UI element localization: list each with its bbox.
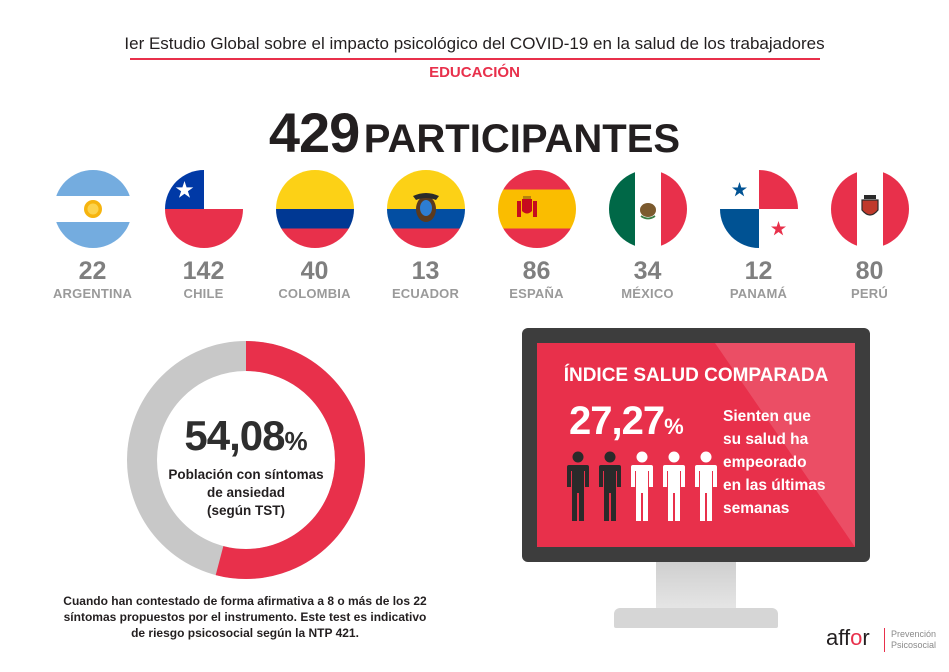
health-index-percentage: 27,27% [569, 399, 684, 444]
country-espana: 86 ESPAÑA [481, 170, 592, 301]
country-name: ESPAÑA [509, 286, 564, 301]
argentina-flag-icon [53, 170, 132, 248]
health-index-line: empeorado [723, 454, 807, 471]
country-name: ARGENTINA [52, 286, 133, 301]
anxiety-caption: Población con síntomas de ansiedad (segú… [146, 466, 346, 520]
chile-flag-icon [164, 170, 243, 248]
note-line: Cuando han contestado de forma afirmativ… [63, 594, 427, 608]
country-panama: 12 PANAMÁ [703, 170, 814, 301]
health-index-line: su salud ha [723, 431, 809, 448]
country-count: 86 [522, 257, 551, 285]
ecuador-flag-icon [386, 170, 465, 248]
country-chile: 142 CHILE [148, 170, 259, 301]
logo-text: aff [826, 625, 851, 650]
country-colombia: 40 COLOMBIA [259, 170, 370, 301]
health-index-line: Sienten que [723, 408, 811, 425]
report-title: Ier Estudio Global sobre el impacto psic… [124, 34, 825, 53]
person-icon [631, 451, 653, 521]
note-line: de riesgo psicosocial según la NTP 421. [131, 626, 359, 640]
country-list: 22 ARGENTINA 142 CHILE 40 COLOMBIA [0, 170, 949, 310]
country-count: 40 [300, 257, 329, 285]
screen-highlight [715, 343, 855, 547]
participants-heading: 429 PARTICIPANTES [0, 100, 949, 165]
anxiety-percent-sign: % [284, 426, 308, 456]
person-icon [695, 451, 717, 521]
country-count: 12 [744, 257, 773, 285]
anxiety-caption-line: Población con síntomas [168, 467, 324, 482]
country-count: 142 [182, 257, 225, 285]
logo-text: r [862, 625, 870, 650]
anxiety-caption-line: (según TST) [207, 503, 285, 518]
participants-label: PARTICIPANTES [363, 117, 681, 161]
affor-logo: affor [826, 625, 870, 651]
health-index-percent-sign: % [664, 414, 684, 439]
anxiety-percentage: 54,08% [126, 412, 366, 460]
health-index-monitor: ÍNDICE SALUD COMPARADA 27,27% Sienten qu… [522, 328, 870, 628]
country-peru: 80 PERÚ [814, 170, 925, 301]
sector-label: EDUCACIÓN [429, 64, 520, 81]
logo-subtitle-line: Prevención [891, 629, 937, 639]
methodology-note: Cuando han contestado de forma afirmativ… [30, 593, 460, 641]
health-index-title: ÍNDICE SALUD COMPARADA [563, 365, 829, 386]
country-name: ECUADOR [391, 286, 460, 301]
health-index-description: Sienten que su salud ha empeorado en las… [723, 405, 851, 520]
peru-flag-icon [830, 170, 909, 248]
participants-count: 429 [268, 101, 360, 164]
country-name: CHILE [183, 286, 224, 301]
country-count: 22 [78, 257, 107, 285]
country-name: PANAMÁ [729, 286, 788, 301]
country-argentina: 22 ARGENTINA [37, 170, 148, 301]
monitor-neck [656, 562, 736, 610]
note-line: síntomas propuestos por el instrumento. … [63, 610, 427, 624]
health-index-line: en las últimas [723, 477, 826, 494]
spain-flag-icon [497, 170, 576, 248]
people-icon-row [567, 451, 717, 521]
logo-divider [884, 628, 885, 652]
country-count: 80 [855, 257, 884, 285]
country-mexico: 34 MÉXICO [592, 170, 703, 301]
logo-accent: o [850, 625, 863, 650]
country-count: 13 [411, 257, 440, 285]
country-name: MÉXICO [621, 286, 674, 301]
monitor-frame: ÍNDICE SALUD COMPARADA 27,27% Sienten qu… [522, 328, 870, 562]
country-count: 34 [633, 257, 662, 285]
country-name: PERÚ [851, 286, 888, 301]
health-index-line: semanas [723, 500, 790, 517]
person-highlighted-icon [599, 451, 621, 521]
health-index-value: 27,27 [569, 399, 665, 443]
country-ecuador: 13 ECUADOR [370, 170, 481, 301]
colombia-flag-icon [275, 170, 354, 248]
country-name: COLOMBIA [278, 286, 351, 301]
logo-subtitle: Prevención Psicosocial [891, 629, 936, 651]
anxiety-caption-line: de ansiedad [206, 485, 286, 500]
mexico-flag-icon [608, 170, 687, 248]
person-highlighted-icon [567, 451, 589, 521]
person-icon [663, 451, 685, 521]
logo-subtitle-line: Psicosocial [891, 640, 937, 650]
monitor-screen: ÍNDICE SALUD COMPARADA 27,27% Sienten qu… [537, 343, 855, 547]
monitor-base [614, 608, 778, 628]
anxiety-value: 54,08 [184, 412, 285, 459]
donut-value-arc [127, 341, 365, 579]
panama-flag-icon [719, 170, 798, 248]
anxiety-donut-chart [127, 341, 365, 579]
title-underline [130, 58, 820, 60]
